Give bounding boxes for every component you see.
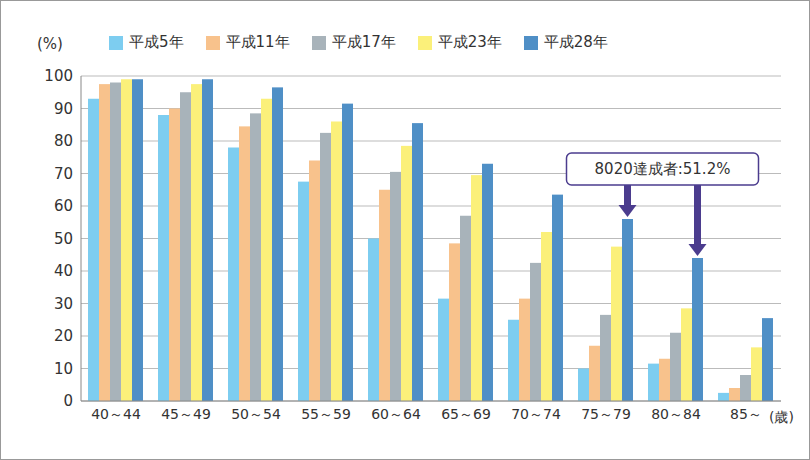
svg-text:55～59: 55～59 <box>301 406 351 422</box>
svg-text:8020達成者:51.2%: 8020達成者:51.2% <box>595 160 731 178</box>
svg-text:0: 0 <box>63 392 73 410</box>
svg-text:50: 50 <box>54 230 73 248</box>
svg-text:40: 40 <box>54 262 73 280</box>
html-text:平成28年: 平成28年 <box>543 33 608 51</box>
svg-text:70: 70 <box>54 165 73 183</box>
html-text:平成17年: 平成17年 <box>331 33 396 51</box>
svg-text:75～79: 75～79 <box>581 406 631 422</box>
svg-text:30: 30 <box>54 295 73 313</box>
svg-text:65～69: 65～69 <box>441 406 491 422</box>
svg-text:45～49: 45～49 <box>161 406 211 422</box>
html-text:平成11年: 平成11年 <box>225 33 290 51</box>
html-text:平成23年: 平成23年 <box>437 33 502 51</box>
html-text:平成5年: 平成5年 <box>129 33 184 51</box>
svg-text:85～: 85～ <box>730 406 762 422</box>
svg-text:80: 80 <box>54 132 73 150</box>
svg-text:90: 90 <box>54 100 73 118</box>
svg-text:100: 100 <box>44 67 73 85</box>
svg-text:20: 20 <box>54 327 73 345</box>
svg-text:70～74: 70～74 <box>511 406 561 422</box>
svg-text:40～44: 40～44 <box>91 406 141 422</box>
html-text:(歳): (歳) <box>769 409 794 425</box>
svg-text:60: 60 <box>54 197 73 215</box>
svg-text:60～64: 60～64 <box>371 406 421 422</box>
svg-text:50～54: 50～54 <box>231 406 281 422</box>
svg-text:80～84: 80～84 <box>651 406 701 422</box>
svg-text:10: 10 <box>54 360 73 378</box>
